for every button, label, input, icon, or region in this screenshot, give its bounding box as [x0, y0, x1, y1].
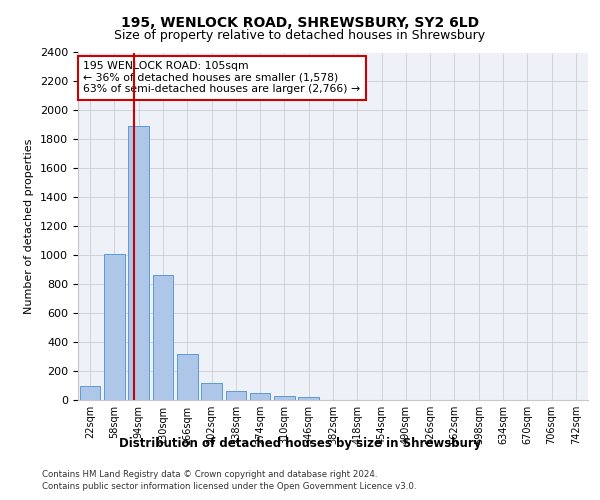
- Text: Size of property relative to detached houses in Shrewsbury: Size of property relative to detached ho…: [115, 29, 485, 42]
- Text: Contains HM Land Registry data © Crown copyright and database right 2024.: Contains HM Land Registry data © Crown c…: [42, 470, 377, 479]
- Y-axis label: Number of detached properties: Number of detached properties: [25, 138, 34, 314]
- Bar: [104, 254, 125, 400]
- Bar: [201, 382, 222, 400]
- Text: Contains public sector information licensed under the Open Government Licence v3: Contains public sector information licen…: [42, 482, 416, 491]
- Bar: [298, 397, 319, 400]
- Text: 195 WENLOCK ROAD: 105sqm
← 36% of detached houses are smaller (1,578)
63% of sem: 195 WENLOCK ROAD: 105sqm ← 36% of detach…: [83, 61, 360, 94]
- Bar: [177, 354, 197, 400]
- Text: Distribution of detached houses by size in Shrewsbury: Distribution of detached houses by size …: [119, 438, 481, 450]
- Bar: [250, 393, 271, 400]
- Bar: [274, 396, 295, 400]
- Bar: [80, 386, 100, 400]
- Bar: [152, 276, 173, 400]
- Bar: [128, 126, 149, 400]
- Text: 195, WENLOCK ROAD, SHREWSBURY, SY2 6LD: 195, WENLOCK ROAD, SHREWSBURY, SY2 6LD: [121, 16, 479, 30]
- Bar: [226, 392, 246, 400]
